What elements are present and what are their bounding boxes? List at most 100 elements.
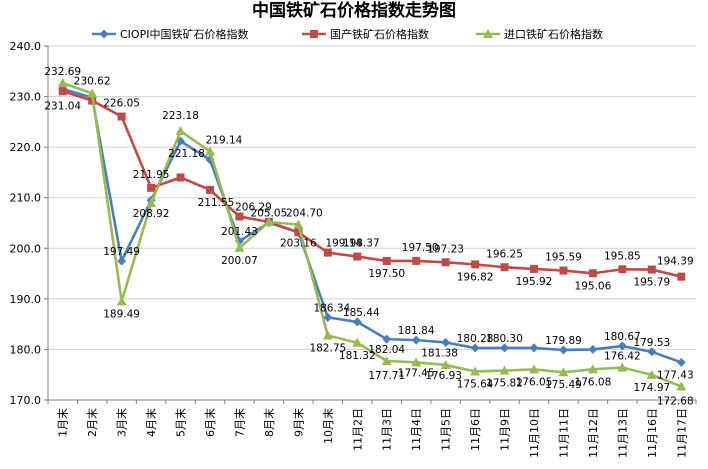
data-label: 211.95 (133, 169, 170, 181)
diamond-marker (117, 256, 127, 266)
x-tick-label: 10月末 (321, 408, 335, 444)
triangle-marker (87, 88, 98, 98)
x-axis-ticks: 1月末 2月末 3月末 4月末 5月末 6月末 7月末 8月末 9月末 10月末 11月2日 11月3… (56, 408, 689, 458)
legend-label: 国产铁矿石价格指数 (330, 27, 429, 41)
square-marker (647, 265, 656, 274)
square-marker (677, 272, 686, 281)
data-label: 195.79 (633, 277, 670, 289)
diamond-marker (382, 334, 392, 344)
diamond-marker (500, 343, 510, 353)
x-tick-label: 9月末 (291, 408, 305, 437)
series-line (62, 90, 682, 278)
legend-label: 进口铁矿石价格指数 (504, 27, 603, 41)
triangle-marker (116, 296, 127, 306)
diamond-marker (558, 345, 568, 355)
x-tick-label: 1月末 (56, 408, 70, 437)
data-label: 195.92 (516, 276, 553, 288)
axes (44, 45, 697, 404)
data-label: 201.43 (221, 226, 258, 238)
x-tick-label: 11月12日 (587, 408, 600, 458)
data-label: 197.23 (427, 243, 464, 255)
x-tick-label: 11月5日 (440, 408, 453, 451)
y-axis-ticks: 170.0 180.0 190.0 200.0 210.0 220.0 230.0 240.0 (10, 40, 42, 407)
data-label: 196.25 (486, 248, 523, 260)
square-marker (382, 256, 391, 265)
diamond-marker (588, 344, 598, 354)
square-marker (471, 260, 480, 269)
triangle-marker (529, 364, 539, 374)
data-label: 223.18 (162, 110, 199, 122)
data-label: 177.43 (657, 369, 694, 381)
y-tick-label: 190.0 (10, 293, 42, 306)
square-marker (58, 87, 67, 96)
data-label: 197.50 (368, 268, 405, 280)
data-label: 221.18 (168, 148, 205, 160)
data-label: 211.55 (198, 197, 235, 209)
triangle-marker (352, 337, 363, 347)
square-marker (294, 228, 303, 237)
data-label: 208.92 (133, 208, 170, 220)
data-label: 176.93 (425, 370, 462, 382)
grid-lines (48, 45, 696, 401)
triangle-marker (483, 29, 493, 38)
data-label: 181.32 (339, 350, 376, 362)
data-label: 179.89 (545, 335, 582, 347)
y-tick-label: 200.0 (10, 242, 42, 255)
data-label: 185.44 (343, 307, 380, 319)
data-label: 195.59 (545, 252, 582, 264)
data-label: 176.08 (575, 376, 612, 388)
square-marker (618, 265, 627, 274)
data-label: 175.49 (545, 379, 582, 391)
y-tick-label: 180.0 (10, 343, 42, 356)
x-tick-label: 4月末 (144, 408, 158, 437)
triangle-marker (499, 365, 510, 375)
x-tick-label: 8月末 (262, 408, 276, 437)
x-tick-label: 11月10日 (528, 408, 541, 458)
legend-item-2: 进口铁矿石价格指数 (476, 27, 603, 41)
diamond-marker (441, 337, 451, 347)
triangle-marker (617, 362, 628, 372)
data-label: 175.82 (486, 378, 523, 390)
y-tick-label: 230.0 (10, 91, 42, 104)
series-line (62, 87, 682, 364)
x-tick-label: 11月2日 (351, 408, 364, 451)
x-tick-label: 11月13日 (616, 408, 629, 458)
data-label: 176.42 (604, 351, 641, 363)
data-label: 182.04 (368, 344, 405, 356)
x-tick-label: 2月末 (85, 408, 99, 437)
data-label: 219.14 (206, 134, 243, 146)
data-label: 197.49 (103, 246, 140, 258)
data-label: 181.84 (398, 325, 435, 337)
data-label: 195.06 (575, 280, 612, 292)
square-marker (117, 112, 126, 121)
data-label: 186.34 (313, 302, 350, 314)
data-label: 180.67 (604, 331, 641, 343)
triangle-marker (146, 198, 157, 208)
x-tick-label: 11月4日 (410, 408, 423, 451)
data-label: 175.64 (457, 378, 494, 390)
data-label: 203.16 (280, 237, 317, 249)
square-marker (500, 263, 509, 272)
triangle-marker (263, 216, 274, 226)
diamond-marker (647, 347, 657, 357)
y-tick-label: 170.0 (10, 394, 42, 407)
square-marker (147, 183, 156, 192)
triangle-marker (205, 146, 215, 156)
triangle-marker (676, 381, 687, 391)
data-label: 198.37 (343, 238, 380, 250)
y-tick-label: 220.0 (10, 141, 42, 154)
data-label: 179.53 (633, 337, 670, 349)
data-label: 205.05 (251, 208, 288, 220)
data-label: 195.85 (604, 250, 641, 262)
triangle-marker (558, 367, 569, 377)
triangle-marker (587, 364, 598, 374)
x-tick-label: 11月16日 (646, 408, 659, 458)
square-marker (310, 30, 318, 38)
square-marker (206, 185, 214, 194)
diamond-marker (323, 312, 333, 322)
diamond-marker (352, 317, 362, 327)
data-label: 176.05 (516, 376, 553, 388)
diamond-marker (676, 357, 686, 367)
